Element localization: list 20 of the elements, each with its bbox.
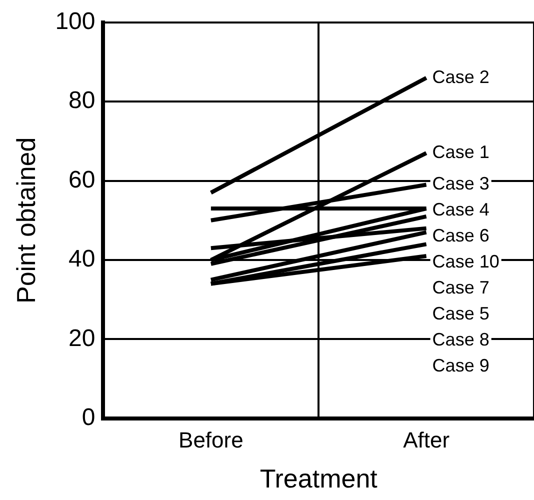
x-axis-title: Treatment	[260, 464, 378, 494]
series-label: Case 6	[432, 226, 490, 246]
y-tick-label: 80	[68, 87, 96, 114]
text: Case 9	[432, 356, 490, 376]
series-label: Case 1	[432, 142, 490, 162]
y-tick-label: 40	[68, 246, 96, 273]
y-tick-label: 0	[82, 404, 96, 432]
y-tick-label: 100	[55, 8, 96, 36]
text: Case 5	[432, 304, 490, 324]
x-tick-label: After	[403, 428, 450, 453]
text: Case 8	[432, 330, 490, 350]
y-axis-title: Point obtained	[10, 137, 41, 304]
series-label: Case 4	[432, 200, 490, 220]
series-label: Case 2	[432, 66, 490, 87]
series-label: Case 3	[432, 174, 490, 194]
x-tick-label: Before	[178, 428, 244, 453]
y-tick-label: 20	[68, 324, 96, 352]
series-label: Case 10	[432, 252, 500, 272]
text: Case 7	[432, 278, 490, 298]
y-tick-label: 60	[68, 166, 96, 194]
